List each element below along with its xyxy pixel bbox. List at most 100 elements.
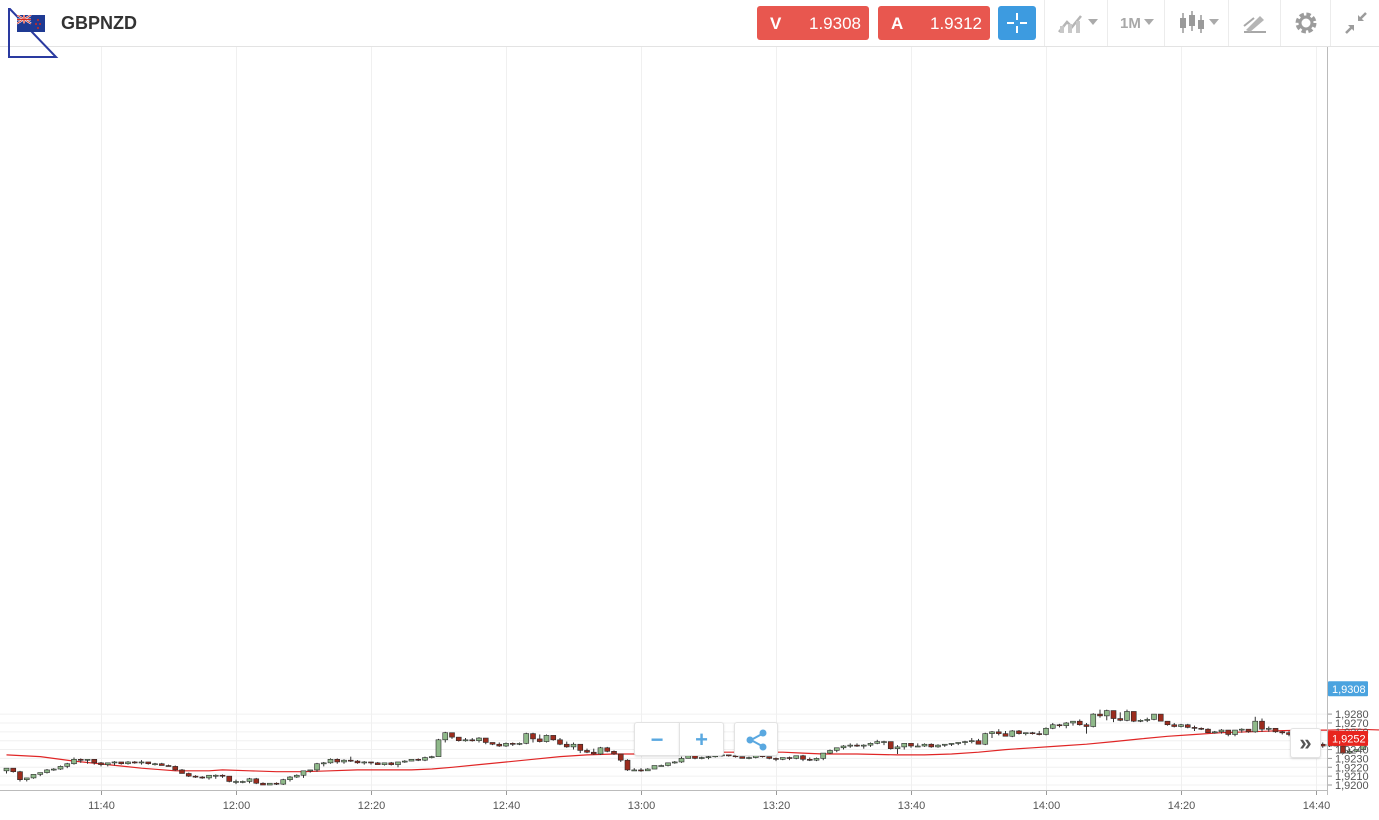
candle-body — [874, 741, 881, 744]
candle — [671, 761, 678, 764]
candle — [1110, 710, 1117, 723]
drawing-tools-button[interactable] — [1228, 0, 1280, 46]
ask-price-tag: 1,9308 — [1328, 681, 1368, 697]
candle-body — [725, 754, 732, 757]
candle-body — [975, 740, 982, 745]
candle — [1272, 727, 1279, 733]
candle-body — [1171, 724, 1178, 727]
candle — [1225, 729, 1232, 737]
candle-body — [1090, 713, 1097, 727]
price-tick-label: 1,9210 — [1335, 771, 1369, 783]
candle — [476, 737, 482, 743]
candle — [1184, 723, 1191, 729]
candle-body — [1016, 730, 1022, 734]
candle-body — [381, 762, 388, 765]
candle — [199, 776, 206, 779]
candle — [1002, 730, 1009, 737]
last-price-tag-box — [1328, 730, 1368, 746]
candle — [428, 755, 435, 759]
candle — [23, 777, 30, 782]
sell-button[interactable]: V 1.9308 — [757, 6, 869, 40]
candle — [239, 780, 246, 784]
sell-price: 1.9308 — [809, 14, 861, 33]
candle — [955, 742, 962, 746]
candle — [84, 759, 91, 764]
candle — [1009, 730, 1016, 738]
minus-icon: − — [650, 727, 664, 752]
candle-body — [928, 743, 935, 748]
candle — [1164, 720, 1171, 726]
candle — [867, 742, 874, 747]
candle — [192, 775, 199, 778]
candle — [10, 767, 17, 773]
candle-body — [37, 772, 44, 775]
candle — [98, 761, 104, 767]
candle-body — [1164, 720, 1171, 726]
candle-body — [968, 740, 975, 742]
candle — [941, 743, 948, 747]
candle-body — [179, 769, 185, 774]
last-price-tag: 1,9252 — [1328, 730, 1368, 746]
candle-body — [860, 744, 867, 747]
candle — [125, 761, 131, 765]
settings-button[interactable] — [1280, 0, 1330, 46]
share-button[interactable] — [734, 722, 778, 756]
indicators-button[interactable] — [1044, 0, 1107, 46]
candle-body — [57, 766, 64, 770]
candle — [786, 756, 793, 761]
candle-body — [1097, 713, 1103, 717]
candle-body — [233, 781, 239, 783]
buy-button[interactable]: A 1.9312 — [878, 6, 990, 40]
collapse-button[interactable] — [1330, 0, 1379, 46]
candle-body — [84, 759, 91, 761]
candle — [71, 757, 77, 765]
candle-body — [962, 741, 968, 743]
candle — [408, 759, 415, 762]
candle-body — [3, 767, 10, 772]
zoom-in-button[interactable]: + — [679, 722, 724, 756]
candle — [678, 756, 685, 763]
candle — [995, 729, 1002, 736]
candle — [847, 743, 854, 748]
candle — [874, 739, 881, 745]
chart-type-button[interactable] — [1164, 0, 1228, 46]
candle — [469, 738, 476, 742]
candle — [246, 777, 253, 784]
zoom-out-button[interactable]: − — [634, 722, 680, 756]
candle — [1070, 720, 1076, 726]
candle — [806, 757, 813, 762]
candle-body — [1346, 751, 1353, 754]
candle — [766, 756, 773, 760]
candle-body — [1070, 720, 1076, 724]
crosshair-icon — [1007, 13, 1027, 33]
candle — [1205, 728, 1211, 734]
candle — [611, 750, 617, 755]
crosshair-button[interactable] — [998, 6, 1036, 40]
candle — [1259, 718, 1265, 732]
scroll-to-latest-button[interactable]: » — [1290, 728, 1321, 758]
candle-body — [172, 766, 179, 771]
candle-body — [800, 755, 806, 760]
chevron-down-icon — [1144, 19, 1154, 25]
candle-body — [833, 747, 840, 751]
candle — [165, 764, 172, 767]
candle-body — [597, 747, 604, 755]
candle-body — [334, 759, 341, 763]
candle-body — [1151, 713, 1157, 720]
candle — [37, 772, 44, 777]
timeframe-selector[interactable]: 1M — [1107, 0, 1164, 46]
candle-body — [1110, 710, 1117, 719]
candle-body — [401, 760, 408, 763]
candle — [779, 757, 786, 761]
candle-body — [881, 741, 887, 743]
price-chart[interactable]: 1,92001,92101,92201,92301,92401,92501,92… — [0, 47, 1379, 820]
candle — [260, 782, 266, 786]
candle — [1130, 711, 1137, 723]
candle-body — [1043, 727, 1049, 735]
candle-body — [705, 756, 712, 758]
candle — [138, 760, 145, 765]
candle — [577, 743, 584, 754]
candle — [833, 747, 840, 753]
candle-body — [1022, 732, 1029, 735]
candle-body — [941, 743, 948, 746]
